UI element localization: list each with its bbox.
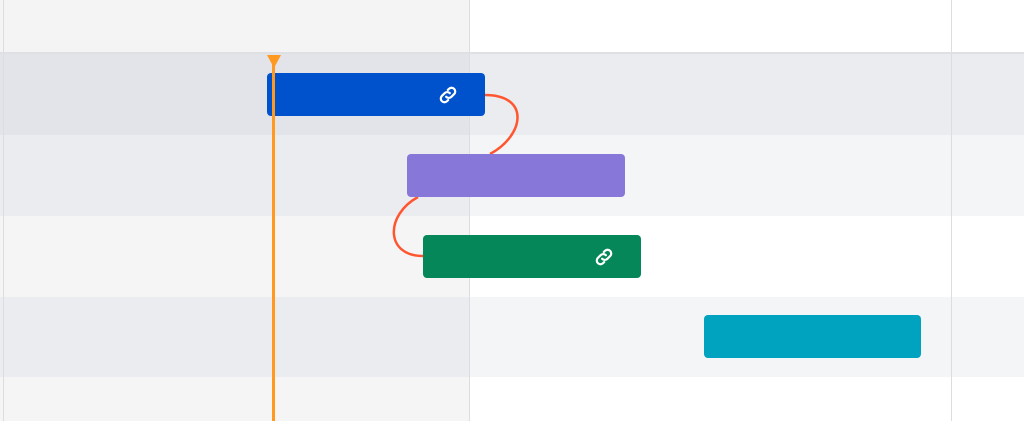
today-triangle-icon (267, 55, 281, 68)
timeline-bar[interactable] (267, 73, 485, 116)
row-past-area (0, 297, 469, 377)
row-past-area (0, 216, 469, 297)
timeline-bar[interactable] (407, 154, 625, 197)
link-icon[interactable] (593, 246, 615, 268)
link-icon[interactable] (437, 84, 459, 106)
row-past-area (0, 377, 469, 421)
timeline-row[interactable] (0, 377, 1024, 421)
header-past-area (0, 0, 469, 53)
timeline-row[interactable] (0, 297, 1024, 377)
grid-line (951, 0, 952, 421)
grid-line (3, 0, 4, 421)
dependency-line-2-3[interactable] (392, 195, 424, 258)
dependency-line-1-2[interactable] (484, 93, 519, 156)
timeline-bar[interactable] (423, 235, 641, 278)
timeline-bar[interactable] (704, 315, 921, 358)
today-line (272, 60, 275, 421)
header-divider (0, 52, 1024, 54)
timeline-header (0, 0, 1024, 53)
grid-line (469, 0, 470, 421)
row-past-area (0, 135, 469, 216)
timeline-row[interactable] (0, 135, 1024, 216)
